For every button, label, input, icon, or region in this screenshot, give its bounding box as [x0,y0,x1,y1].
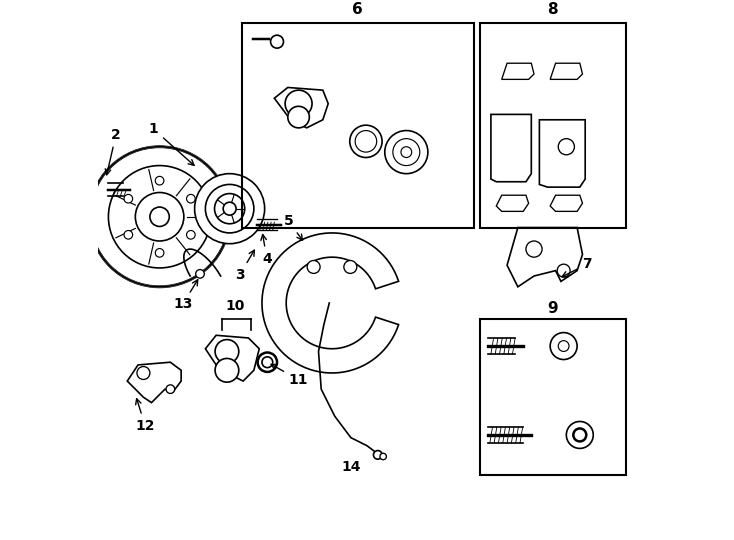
Text: 12: 12 [135,399,155,433]
Circle shape [223,202,236,215]
Polygon shape [550,63,583,79]
Circle shape [166,385,175,394]
Text: 2: 2 [105,127,121,175]
Circle shape [380,453,386,460]
Polygon shape [275,87,328,128]
Polygon shape [539,120,585,187]
Circle shape [196,269,204,278]
Circle shape [214,194,244,224]
Circle shape [288,106,309,128]
Circle shape [385,131,428,174]
Text: 11: 11 [271,364,308,387]
Polygon shape [496,195,528,211]
Polygon shape [127,362,181,403]
Text: 10: 10 [225,299,244,313]
Circle shape [350,125,382,158]
Circle shape [307,260,320,273]
Circle shape [186,231,195,239]
Bar [480,319,625,475]
Circle shape [258,353,277,372]
Circle shape [215,359,239,382]
Circle shape [156,177,164,185]
Text: 5: 5 [283,214,302,240]
Circle shape [150,207,170,226]
Text: 1: 1 [149,122,194,165]
Circle shape [557,264,570,277]
Text: 3: 3 [235,250,255,282]
Circle shape [186,194,195,203]
Circle shape [393,139,420,166]
Circle shape [156,248,164,257]
Circle shape [285,90,312,117]
Text: 4: 4 [261,234,272,266]
Circle shape [559,341,569,352]
Circle shape [355,131,377,152]
Polygon shape [501,63,534,79]
Circle shape [374,450,382,459]
Bar [242,23,473,227]
Circle shape [550,333,577,360]
Text: 8: 8 [548,2,558,17]
Circle shape [559,139,575,155]
Circle shape [124,194,133,203]
Bar [480,23,625,227]
Text: 6: 6 [352,2,363,17]
Circle shape [401,147,412,158]
Polygon shape [206,335,259,381]
Circle shape [344,260,357,273]
Circle shape [567,422,593,448]
Circle shape [215,340,239,363]
Circle shape [137,367,150,380]
Polygon shape [262,233,399,373]
Circle shape [206,185,254,233]
Text: 14: 14 [341,460,360,474]
Circle shape [271,35,283,48]
Circle shape [262,357,273,368]
Circle shape [526,241,542,257]
Circle shape [573,428,586,441]
Polygon shape [491,114,531,182]
Text: 9: 9 [548,301,558,316]
Text: 7: 7 [562,257,592,276]
Circle shape [195,174,265,244]
Polygon shape [507,227,583,287]
Polygon shape [550,195,583,211]
Circle shape [124,231,133,239]
Text: 13: 13 [173,280,197,312]
